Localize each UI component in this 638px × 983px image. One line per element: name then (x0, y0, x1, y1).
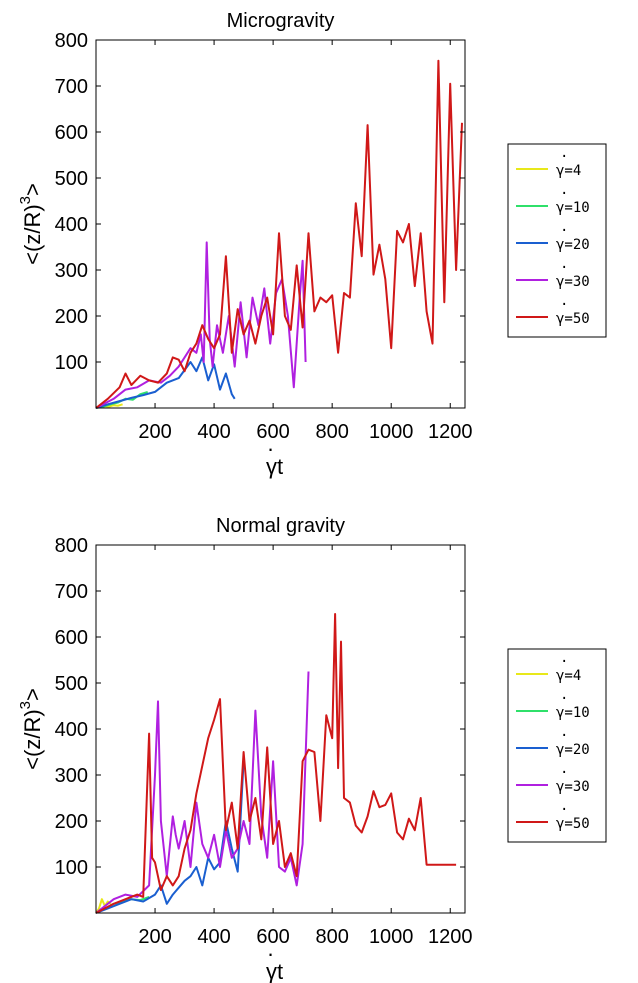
x-tick-label: 1000 (369, 421, 414, 443)
y-tick-label: 400 (55, 719, 88, 741)
y-tick-label: 400 (55, 214, 88, 236)
x-tick-label: 800 (315, 421, 348, 443)
chart-normal-gravity: Normal gravity 100 200 300 400 500 600 700 800 20… (17, 515, 607, 983)
series-line-0 (95, 898, 112, 914)
legend-dot-3: · (560, 260, 568, 276)
legend-box (507, 143, 607, 338)
x-tick-label: 800 (315, 926, 348, 948)
x-tick-label: 600 (256, 926, 289, 948)
legend-label-0: γ=4 (556, 163, 581, 179)
y-tick-label: 200 (55, 306, 88, 328)
y-axis-label-sup: 3 (17, 701, 34, 709)
legend-label-4: γ=50 (556, 816, 590, 832)
y-tick-label: 200 (55, 811, 88, 833)
legend-label-3: γ=30 (556, 274, 590, 290)
series-line-2 (95, 761, 245, 914)
y-tick-label: 100 (55, 857, 88, 879)
legend-label-4: γ=50 (556, 311, 590, 327)
x-axis-label-dot: · (267, 436, 274, 461)
legend-label-3: γ=30 (556, 779, 590, 795)
series-line-4 (95, 59, 463, 409)
y-tick-label: 500 (55, 673, 88, 695)
x-tick-label: 400 (197, 421, 230, 443)
legend-label-1: γ=10 (556, 200, 590, 216)
x-tick-label: 1200 (428, 421, 473, 443)
y-tick-label: 700 (55, 76, 88, 98)
y-axis-label-end: > (20, 688, 45, 701)
legend-dot-4: · (560, 802, 568, 818)
series-line-2 (95, 356, 236, 409)
legend-dot-3: · (560, 765, 568, 781)
series-line-3 (95, 241, 307, 409)
y-tick-label: 700 (55, 581, 88, 603)
chart-title: Normal gravity (216, 515, 345, 537)
legend-dot-2: · (560, 223, 568, 239)
y-axis-label: <(z/R)3> (17, 183, 45, 265)
y-tick-label: 500 (55, 168, 88, 190)
legend-dot-2: · (560, 728, 568, 744)
y-tick-label: 600 (55, 627, 88, 649)
x-tick-label: 600 (256, 421, 289, 443)
y-tick-label: 800 (55, 30, 88, 52)
legend-dot-1: · (560, 186, 568, 202)
chart-microgravity: Microgravity 100 200 300 400 500 600 700 800 200 4… (17, 10, 607, 479)
legend-dot-0: · (560, 654, 568, 670)
legend-dot-4: · (560, 297, 568, 313)
series-line-3 (95, 671, 310, 914)
x-tick-label: 1000 (369, 926, 414, 948)
y-tick-label: 300 (55, 765, 88, 787)
x-tick-label: 1200 (428, 926, 473, 948)
y-tick-label: 300 (55, 260, 88, 282)
y-tick-label: 100 (55, 352, 88, 374)
x-tick-label: 400 (197, 926, 230, 948)
x-tick-label: 200 (138, 421, 171, 443)
y-tick-label: 600 (55, 122, 88, 144)
y-tick-label: 800 (55, 535, 88, 557)
chart-title: Microgravity (227, 10, 335, 32)
y-axis-label-end: > (20, 183, 45, 196)
y-axis-label: <(z/R)3> (17, 688, 45, 770)
y-axis-label-main: <(z/R) (20, 204, 45, 265)
series-line-4 (95, 613, 457, 914)
x-axis-label-dot: · (267, 941, 274, 966)
legend-label-0: γ=4 (556, 668, 581, 684)
x-tick-label: 200 (138, 926, 171, 948)
legend-label-1: γ=10 (556, 705, 590, 721)
x-axis-label: γt (266, 454, 283, 479)
y-axis-label-main: <(z/R) (20, 709, 45, 770)
legend-box (507, 648, 607, 843)
legend-dot-0: · (560, 149, 568, 165)
legend-dot-1: · (560, 691, 568, 707)
legend-label-2: γ=20 (556, 742, 590, 758)
legend-label-2: γ=20 (556, 237, 590, 253)
y-axis-label-sup: 3 (17, 196, 34, 204)
x-axis-label: γt (266, 959, 283, 983)
